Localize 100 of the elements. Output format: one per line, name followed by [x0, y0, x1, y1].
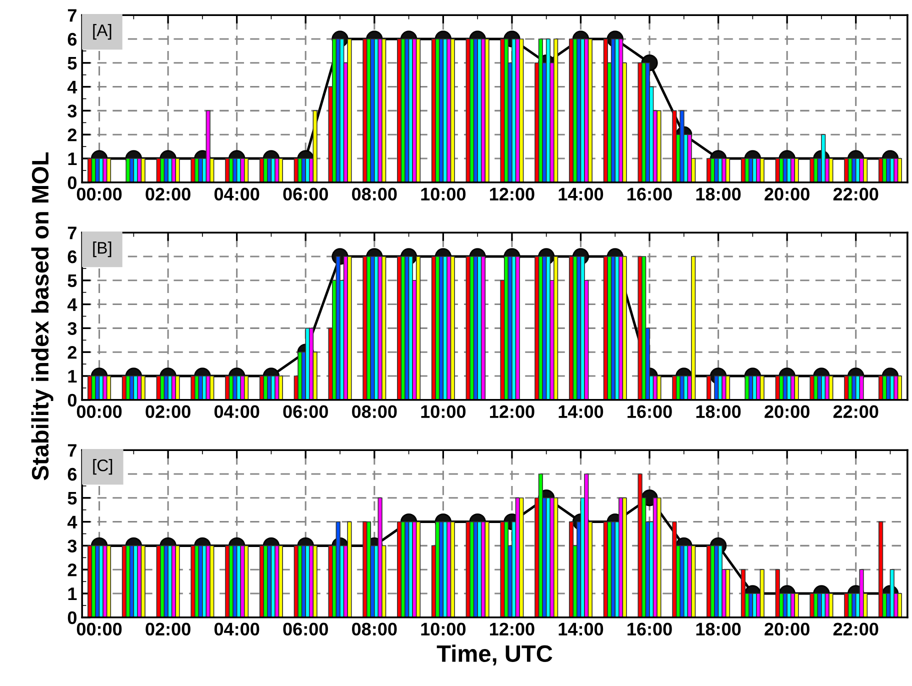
y-tick-label: 0	[68, 176, 76, 190]
bar	[638, 474, 642, 618]
y-tick-label: 7	[68, 444, 76, 457]
x-tick-label: 02:00	[146, 405, 190, 418]
bar	[175, 158, 180, 182]
x-tick-label: 04:00	[214, 622, 260, 636]
y-tick-label: 0	[68, 611, 76, 624]
bar	[760, 569, 764, 618]
bar	[374, 256, 379, 400]
bar	[794, 593, 799, 618]
bar	[210, 376, 214, 400]
bar	[278, 376, 283, 400]
bar	[438, 521, 444, 618]
bar	[382, 38, 386, 182]
x-tick-label: 18:00	[696, 622, 741, 636]
bar	[450, 521, 455, 618]
bar	[828, 593, 834, 618]
bar	[828, 158, 834, 182]
x-tick-label: 22:00	[833, 188, 878, 201]
x-tick-label: 16:00	[628, 622, 672, 636]
bar	[244, 376, 249, 400]
bar	[828, 376, 834, 400]
bar	[878, 521, 884, 618]
x-axis-title: Time, UTC	[436, 644, 552, 666]
y-tick-label: 5	[68, 57, 77, 70]
bar	[859, 376, 864, 400]
bar	[642, 256, 646, 400]
y-tick-label: 2	[68, 346, 76, 359]
y-tick-label: 7	[68, 226, 76, 240]
x-tick-label: 06:00	[283, 188, 328, 201]
bar	[450, 38, 455, 182]
bar	[760, 158, 764, 182]
y-tick-label: 6	[68, 250, 77, 264]
x-tick-label: 10:00	[421, 405, 466, 418]
y-tick-label: 5	[68, 274, 77, 288]
bar	[244, 158, 249, 182]
annotation: [B]	[93, 242, 112, 258]
bar	[725, 569, 730, 618]
bar	[278, 158, 283, 182]
bar	[382, 256, 386, 400]
bar	[484, 38, 490, 182]
x-tick-label: 14:00	[558, 405, 604, 418]
bar	[450, 256, 455, 400]
x-tick-label: 20:00	[764, 622, 810, 636]
bar	[244, 545, 249, 618]
x-tick-label: 16:00	[628, 188, 672, 201]
bar	[897, 593, 902, 618]
bar	[312, 545, 318, 618]
bar	[175, 376, 180, 400]
y-tick-label: 3	[68, 322, 77, 335]
y-tick-label: 0	[68, 394, 76, 407]
y-axis-title: Stability index based on MOL	[31, 152, 54, 480]
bar	[347, 38, 352, 182]
x-tick-label: 20:00	[764, 405, 810, 418]
bar	[347, 256, 352, 400]
x-tick-label: 08:00	[352, 622, 397, 636]
bar	[725, 158, 730, 182]
bar	[140, 376, 146, 400]
x-tick-label: 00:00	[76, 405, 122, 418]
bar	[416, 256, 421, 400]
x-tick-label: 08:00	[352, 188, 397, 201]
x-tick-label: 12:00	[490, 188, 534, 201]
annotation: [C]	[93, 459, 112, 475]
y-tick-label: 5	[68, 492, 77, 505]
y-tick-label: 2	[68, 564, 76, 576]
bar	[374, 38, 379, 182]
x-tick-label: 16:00	[628, 405, 672, 418]
y-tick-label: 2	[68, 128, 76, 142]
y-tick-label: 1	[68, 370, 77, 383]
y-tick-label: 3	[68, 104, 77, 118]
bar	[106, 376, 112, 400]
x-tick-label: 14:00	[558, 622, 604, 636]
bar	[312, 110, 318, 182]
x-tick-label: 08:00	[352, 405, 397, 418]
bar	[519, 497, 524, 618]
x-tick-label: 06:00	[283, 405, 328, 418]
bar	[347, 521, 352, 618]
bar	[519, 38, 524, 182]
bar	[863, 158, 868, 182]
y-tick-label: 4	[67, 516, 78, 528]
y-tick-label: 6	[68, 32, 77, 46]
bar	[480, 256, 486, 400]
x-tick-label: 18:00	[696, 405, 741, 418]
bar	[760, 376, 764, 400]
bar	[140, 545, 146, 618]
x-tick-label: 22:00	[833, 405, 878, 418]
bar	[656, 497, 662, 618]
bar	[438, 38, 444, 182]
bar	[210, 545, 214, 618]
bar	[515, 256, 520, 400]
bar	[897, 376, 902, 400]
y-tick-label: 3	[68, 540, 77, 552]
x-tick-label: 00:00	[76, 188, 122, 201]
bar	[794, 376, 799, 400]
bar	[725, 376, 730, 400]
bar	[656, 110, 662, 182]
bar	[175, 545, 180, 618]
bar	[656, 376, 662, 400]
y-tick-label: 1	[68, 588, 77, 600]
x-tick-label: 22:00	[833, 622, 878, 636]
